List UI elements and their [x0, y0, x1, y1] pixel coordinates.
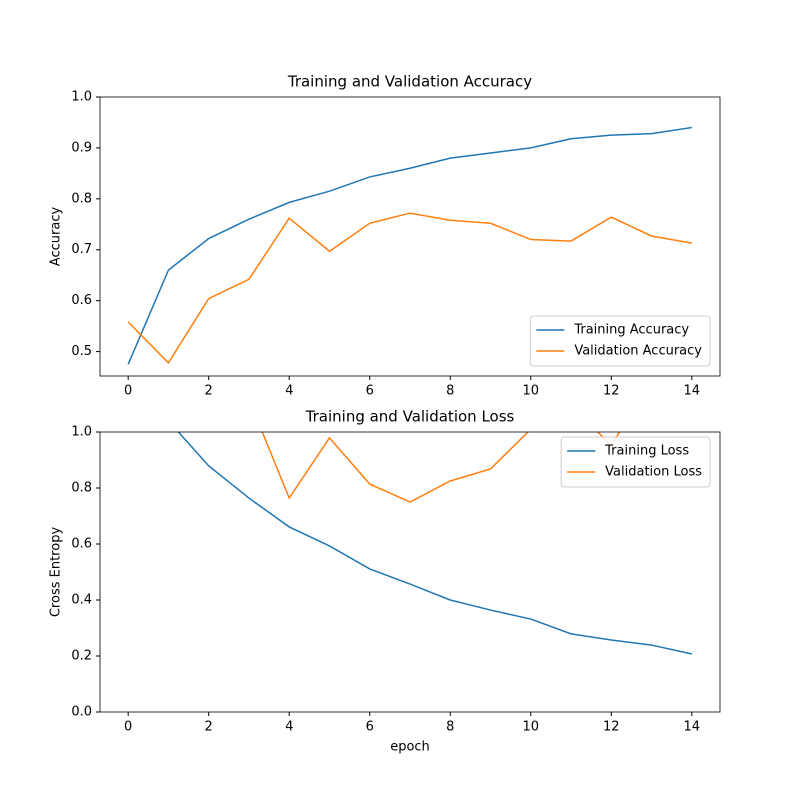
legend: Training Loss Validation Loss — [560, 436, 711, 488]
x-tick-label: 2 — [205, 720, 213, 735]
x-tick-label: 0 — [124, 720, 132, 735]
x-tick-label: 4 — [285, 720, 293, 735]
x-tick-label: 14 — [684, 720, 701, 735]
x-tick-label: 4 — [285, 384, 293, 399]
series-line — [177, 432, 692, 655]
axes-frame — [99, 431, 721, 713]
x-tick-label: 8 — [446, 720, 454, 735]
y-tick-label: 0.2 — [71, 649, 92, 664]
legend-label: Validation Loss — [605, 465, 702, 480]
y-tick-label: 0.8 — [71, 481, 92, 496]
x-tick-label: 12 — [603, 384, 620, 399]
y-tick-label: 0.4 — [71, 593, 92, 608]
legend: Training Accuracy Validation Accuracy — [529, 315, 711, 367]
y-axis-label: Cross Entropy — [49, 527, 64, 618]
series-line — [127, 212, 692, 364]
x-tick-label: 10 — [523, 384, 540, 399]
x-tick-label: 0 — [124, 384, 132, 399]
legend-label: Training Loss — [604, 444, 689, 459]
x-tick-label: 14 — [684, 384, 701, 399]
y-tick-label: 0.7 — [71, 242, 92, 257]
y-tick-label: 0.0 — [71, 705, 92, 720]
x-tick-label: 10 — [523, 720, 540, 735]
legend-label: Training Accuracy — [573, 323, 689, 338]
y-axis-label: Accuracy — [49, 207, 64, 267]
y-tick-label: 0.5 — [71, 344, 92, 359]
legend-label: Validation Accuracy — [574, 344, 702, 359]
x-tick-label: 8 — [446, 384, 454, 399]
y-tick-label: 1.0 — [71, 425, 92, 440]
legend-box — [560, 436, 711, 488]
legend-box — [529, 315, 711, 367]
x-axis-label: epoch — [390, 740, 430, 755]
x-tick-label: 6 — [366, 720, 374, 735]
plot-lines — [127, 126, 692, 365]
y-tick-label: 1.0 — [71, 90, 92, 105]
x-tick-label: 6 — [366, 384, 374, 399]
y-tick-label: 0.6 — [71, 537, 92, 552]
y-tick-label: 0.8 — [71, 191, 92, 206]
series-line — [127, 126, 692, 365]
y-tick-label: 0.9 — [71, 140, 92, 155]
y-tick-label: 0.6 — [71, 293, 92, 308]
chart-title: Training and Validation Accuracy — [287, 73, 532, 91]
x-tick-label: 12 — [603, 720, 620, 735]
x-tick-label: 2 — [205, 384, 213, 399]
chart-title: Training and Validation Loss — [305, 408, 515, 426]
axes-frame — [99, 96, 721, 377]
